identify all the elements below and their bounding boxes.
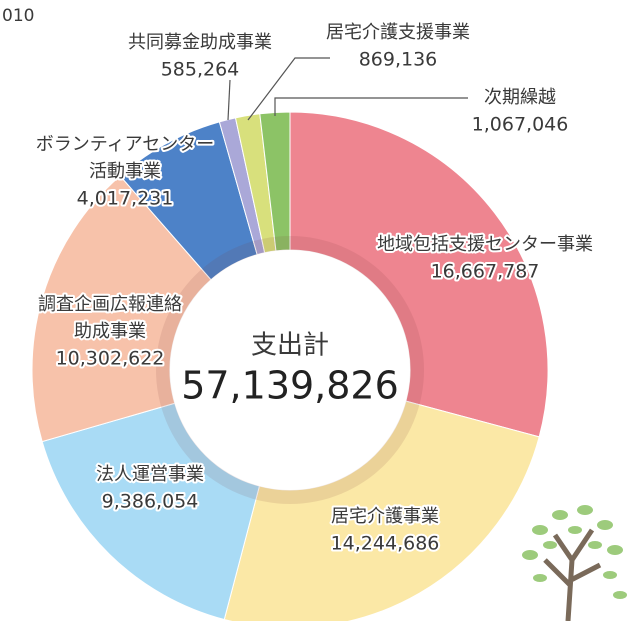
value-label: 16,667,787 — [431, 261, 540, 283]
value-label: 1,067,046 — [472, 114, 569, 136]
category-label: 共同募金助成事業 — [128, 32, 272, 53]
leader-line — [228, 80, 230, 120]
corner-text: 010 — [2, 6, 34, 26]
value-label: 10,302,622 — [56, 348, 165, 370]
category-label: 地域包括支援センター事業 — [377, 234, 593, 255]
chart: 010 支出計 57,139,826 地域包括支援センター事業 16,667,78… — [0, 0, 630, 621]
category-label: 調査企画広報連絡 — [38, 294, 182, 315]
value-label: 869,136 — [359, 49, 438, 71]
total-label: 支出計 — [251, 331, 329, 361]
value-label: 4,017,231 — [77, 188, 174, 210]
category-label: 助成事業 — [74, 321, 146, 342]
category-label: ボランティアセンター — [36, 134, 215, 155]
value-label: 9,386,054 — [102, 491, 199, 513]
category-label: 居宅介護事業 — [331, 506, 439, 527]
value-label: 14,244,686 — [331, 533, 440, 555]
leader-line — [248, 58, 330, 120]
tree-decoration — [522, 505, 627, 621]
category-label: 居宅介護支援事業 — [326, 22, 470, 43]
category-label: 法人運営事業 — [96, 464, 204, 485]
total-value: 57,139,826 — [181, 364, 399, 408]
category-label: 次期繰越 — [484, 87, 556, 108]
category-label: 活動事業 — [89, 161, 161, 182]
page: 010 支出計 57,139,826 地域包括支援センター事業 16,667,78… — [0, 0, 630, 621]
value-label: 585,264 — [161, 59, 240, 81]
